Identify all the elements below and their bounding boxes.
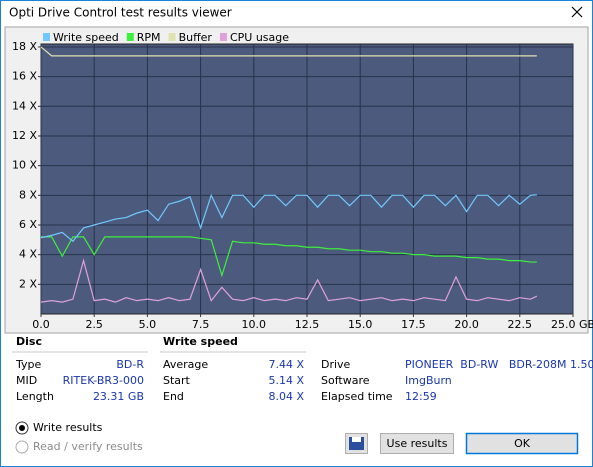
info-label: Average bbox=[163, 358, 208, 371]
legend-swatch bbox=[43, 33, 50, 41]
save-icon bbox=[352, 437, 361, 442]
ok-button[interactable] bbox=[465, 432, 579, 455]
radio-label[interactable]: Write results bbox=[33, 421, 103, 434]
section-heading: Disc bbox=[16, 335, 42, 348]
radio-dot bbox=[19, 425, 25, 431]
info-value: 7.44 X bbox=[268, 358, 304, 371]
y-tick-label: 16 X bbox=[12, 70, 37, 83]
plot: 2 X 4 X 6 X 8 X 10 X 12 X 14 X 16 X 18 X 0.0 2.5 5.… bbox=[12, 31, 593, 331]
x-tick-label: 15.0 bbox=[348, 318, 373, 331]
y-tick-label: 8 X bbox=[19, 188, 37, 201]
info-value: 8.04 X bbox=[268, 390, 304, 403]
button-label[interactable]: OK bbox=[514, 437, 531, 450]
info-value: PIONEER BD-RW BDR-208M 1.50 bbox=[405, 358, 593, 371]
info-label: Elapsed time bbox=[321, 390, 393, 403]
info-value: 5.14 X bbox=[268, 374, 304, 387]
legend-label: CPU usage bbox=[230, 31, 289, 44]
info-value: 23.31 GB bbox=[93, 390, 144, 403]
series-line bbox=[40, 46, 537, 57]
legend-swatch bbox=[126, 33, 134, 41]
x-tick-label: 12.5 bbox=[295, 318, 320, 331]
series-line bbox=[40, 258, 538, 303]
y-tick-label: 18 X bbox=[12, 40, 37, 53]
info-value: RITEK-BR3-000 bbox=[63, 374, 144, 387]
x-tick-label: 10.0 bbox=[242, 318, 267, 331]
section-heading: Write speed bbox=[163, 335, 238, 348]
use-results-button[interactable] bbox=[380, 433, 454, 454]
info-label: Type bbox=[15, 358, 41, 371]
legend-label: Write speed bbox=[53, 31, 119, 44]
info-label: Software bbox=[321, 374, 370, 387]
info-value: 12:59 bbox=[405, 390, 437, 403]
info-label: Length bbox=[16, 390, 54, 403]
legend-label: Buffer bbox=[179, 31, 213, 44]
x-tick-label: 20.0 bbox=[454, 318, 479, 331]
y-tick-label: 2 X bbox=[19, 277, 37, 290]
button-label[interactable]: Use results bbox=[387, 437, 448, 450]
legend-swatch bbox=[168, 33, 176, 41]
y-tick-label: 12 X bbox=[12, 129, 37, 142]
y-tick-label: 4 X bbox=[19, 248, 37, 261]
x-tick-label: 0.0 bbox=[32, 318, 50, 331]
info-value: BD-R bbox=[116, 358, 144, 371]
legend-label: RPM bbox=[137, 31, 161, 44]
window-title: Opti Drive Control test results viewer bbox=[9, 6, 232, 20]
x-tick-label: 7.5 bbox=[192, 318, 210, 331]
series-line bbox=[40, 193, 537, 243]
y-tick-label: 10 X bbox=[12, 159, 37, 172]
y-tick-label: 6 X bbox=[19, 218, 37, 231]
x-tick-label: 5.0 bbox=[139, 318, 157, 331]
series-line bbox=[41, 236, 537, 278]
x-tick-label: 17.5 bbox=[401, 318, 426, 331]
close-button[interactable] bbox=[571, 6, 583, 18]
x-tick-label: 2.5 bbox=[85, 318, 103, 331]
info-label: End bbox=[163, 390, 184, 403]
info-value: ImgBurn bbox=[405, 374, 452, 387]
radio-button[interactable] bbox=[15, 440, 29, 454]
info-label: Drive bbox=[321, 358, 351, 371]
info-label: MID bbox=[16, 374, 37, 387]
y-tick-label: 14 X bbox=[12, 99, 37, 112]
x-tick-label: 22.5 bbox=[508, 318, 533, 331]
info-label: Start bbox=[163, 374, 191, 387]
legend-swatch bbox=[219, 33, 227, 41]
radio-label[interactable]: Read / verify results bbox=[33, 440, 143, 453]
x-tick-label: 25.0 GB bbox=[551, 318, 593, 331]
